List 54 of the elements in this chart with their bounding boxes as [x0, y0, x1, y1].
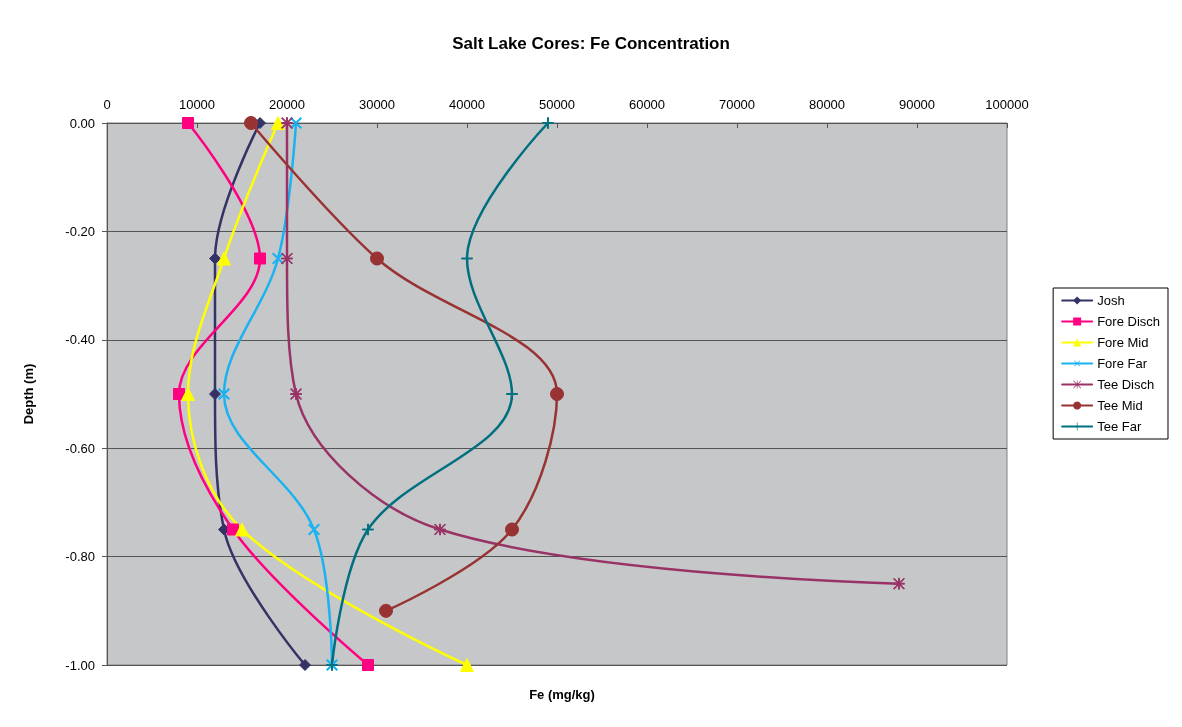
x-tick-label: 30000 [358, 97, 396, 112]
x-tick-label: 60000 [628, 97, 666, 112]
legend-label: Fore Disch [1097, 314, 1161, 329]
point [308, 523, 320, 536]
point [181, 387, 195, 401]
point [272, 252, 284, 265]
x-tick-label: 50000 [538, 97, 576, 112]
point [254, 252, 266, 265]
point [235, 522, 249, 537]
point [461, 252, 473, 265]
y-tick-label: -0.80 [65, 549, 95, 565]
point [244, 116, 258, 130]
y-tick-label: -1.00 [65, 657, 95, 673]
chart-title: Salt Lake Cores: Fe Concentration [452, 34, 730, 53]
x-tick-label: 80000 [808, 97, 846, 112]
point [379, 603, 393, 618]
x-axis-title: Fe (mg/kg) [529, 687, 595, 702]
x-tick-label: 20000 [268, 97, 306, 112]
point [505, 522, 519, 537]
point [217, 251, 231, 266]
point [362, 659, 374, 671]
x-tick-label: 70000 [718, 97, 756, 112]
point [209, 388, 221, 400]
point [218, 388, 230, 400]
point [434, 523, 446, 536]
legend-label: Fore Mid [1097, 335, 1149, 350]
x-tick-label: 90000 [898, 97, 936, 112]
y-tick-label: -0.20 [65, 223, 95, 239]
legend-label: Tee Far [1097, 419, 1142, 434]
point [550, 387, 564, 401]
x-tick-label: 0 [103, 97, 111, 112]
legend-label: Fore Far [1097, 356, 1148, 371]
point [362, 523, 374, 536]
legend-label: Josh [1097, 293, 1125, 308]
point [370, 251, 384, 266]
point [290, 388, 302, 400]
point [182, 117, 194, 129]
y-tick-label: -0.40 [65, 332, 95, 348]
point [271, 116, 285, 130]
x-tick-label: 100000 [985, 97, 1029, 112]
point [542, 117, 554, 129]
x-tick-label: 40000 [448, 97, 486, 112]
legend-label: Tee Mid [1097, 398, 1143, 413]
legend-label: Tee Disch [1097, 377, 1155, 392]
y-axis-title: Depth (m) [21, 363, 36, 425]
point [299, 659, 311, 671]
y-tick-label: -0.60 [65, 440, 95, 456]
x-tick-label: 10000 [178, 97, 216, 112]
point [893, 577, 905, 590]
point [281, 117, 293, 129]
y-tick-label: 0.00 [69, 115, 95, 131]
point [460, 658, 474, 672]
point [281, 252, 293, 265]
point [506, 388, 518, 400]
